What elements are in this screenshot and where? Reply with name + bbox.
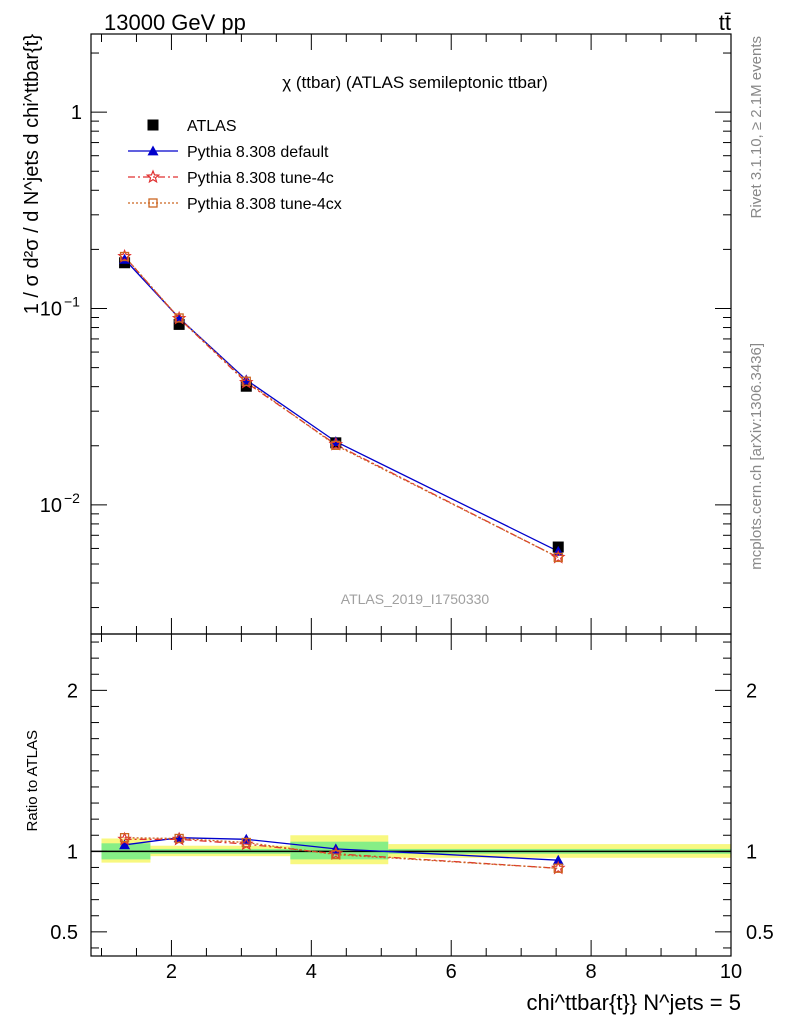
ratio-y-axis-label: Ratio to ATLAS [24,730,41,831]
main-y-axis-label: 1 / σ d²σ / d N^jets d chi^ttbar{t} [21,34,43,315]
mcplots-label: mcplots.cern.ch [arXiv:1306.3436] [748,343,765,570]
main-y-tick-label: 10 [40,299,62,321]
x-axis-label: chi^ttbar{t}} N^jets = 5 [527,990,742,1015]
main-series-3-point-0 [119,251,130,262]
legend-marker-0 [147,119,159,131]
analysis-watermark: ATLAS_2019_I1750330 [341,591,490,607]
main-y-tick-label: 1 [71,102,82,124]
main-y-tick-label: 10 [40,495,62,517]
plot-title: χ (ttbar) (ATLAS semileptonic ttbar) [282,73,548,92]
ratio-y-tick-label-right: 1 [746,841,757,863]
x-tick-label: 10 [720,961,742,983]
legend-marker-3 [148,198,158,208]
main-y-tick-exponent: −2 [64,490,80,506]
rivet-label: Rivet 3.1.10, ≥ 2.1M events [748,36,765,219]
ratio-series-0-point-0 [119,839,131,850]
ratio-y-tick-label-left: 2 [67,680,78,702]
main-series-line-3 [124,256,559,558]
x-tick-label: 2 [166,961,177,983]
legend: ATLAS Pythia 8.308 default Pythia 8.308 tu… [128,118,342,213]
ratio-series-2-point-3 [331,849,341,860]
ratio-panel: 0.5 0.5 1 1 2 2 2 4 6 8 10 Ratio to ATLAS chi^ttba… [24,633,774,1015]
legend-label-0: ATLAS [187,118,237,135]
main-series-line-1 [124,258,559,552]
legend-label-3: Pythia 8.308 tune-4cx [187,196,342,213]
ratio-series-2-point-1 [174,833,184,844]
ratio-series-line-1 [124,838,559,869]
legend-marker-1 [147,145,159,156]
main-series-line-2 [124,256,559,558]
ratio-y-tick-label-left: 0.5 [50,922,78,944]
legend-label-2: Pythia 8.308 tune-4c [187,170,334,187]
ratio-frame [90,633,732,957]
main-y-tick-exponent: −1 [64,294,80,310]
main-series-0-point-2 [240,380,252,392]
ratio-y-tick-label-right: 2 [746,680,757,702]
energy-label: 13000 GeV pp [104,10,246,35]
legend-label-1: Pythia 8.308 default [187,144,329,161]
main-series-1-point-2 [240,374,252,385]
ratio-series-2-point-4 [553,863,563,873]
main-panel: 110−110−2 χ (ttbar) (ATLAS semileptonic … [21,33,732,635]
x-tick-label: 8 [586,961,597,983]
main-series-3-point-2 [241,376,251,386]
ratio-series-0-point-4 [552,854,564,865]
main-series-3-point-4 [553,552,563,563]
ratio-y-tick-label-left: 1 [67,841,78,863]
x-tick-label: 6 [446,961,457,983]
x-tick-label: 4 [306,961,317,983]
main-series-0-point-1 [173,318,185,330]
main-series-3-point-3 [331,440,341,450]
main-series-3-point-1 [174,313,184,323]
process-label: tt̄ [719,10,731,35]
ratio-y-tick-label-right: 0.5 [746,922,774,944]
legend-marker-2 [145,169,161,184]
ratio-series-2-point-0 [119,833,130,843]
ratio-series-2-point-2 [241,837,251,848]
